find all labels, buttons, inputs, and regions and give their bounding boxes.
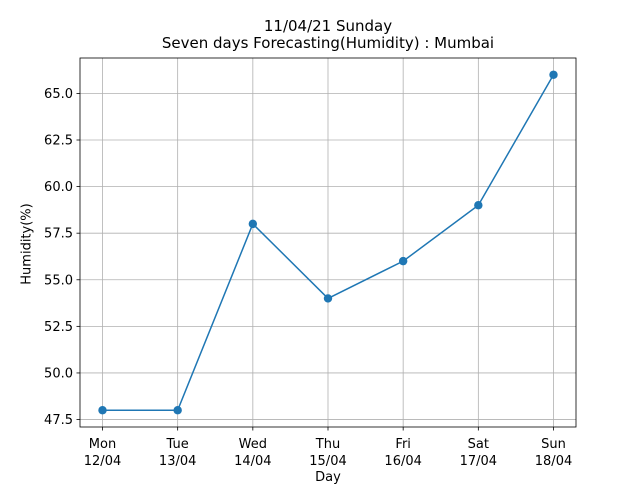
chart-title: 11/04/21 Sunday [263,17,393,35]
x-tick-label-date: 17/04 [460,454,497,469]
x-tick-label-day: Tue [166,437,189,452]
y-tick-label: 62.5 [44,134,73,149]
data-point [173,406,182,415]
x-tick-label-day: Mon [89,437,116,452]
data-point [98,406,107,415]
x-tick-label-day: Fri [395,437,411,452]
x-tick-label-day: Sat [468,437,489,452]
data-point [549,70,558,79]
y-tick-label: 47.5 [44,413,73,428]
x-tick-label-date: 12/04 [84,454,121,469]
x-tick-label-day: Thu [315,437,340,452]
plot-frame [79,57,577,428]
x-tick-label-day: Wed [239,437,267,452]
x-tick-label-date: 15/04 [309,454,346,469]
y-tick-label: 60.0 [44,180,73,195]
x-tick-label-date: 16/04 [384,454,421,469]
data-point [323,294,333,303]
y-tick-label: 65.0 [44,87,73,102]
data-point [398,256,408,266]
data-point [248,219,258,229]
y-tick-label: 52.5 [44,320,73,335]
x-tick-label-date: 13/04 [159,454,196,469]
y-tick-label: 50.0 [44,366,73,381]
y-tick-label: 55.0 [44,273,73,288]
data-point [474,201,483,210]
x-tick-label-date: 14/04 [234,454,271,469]
chart-subtitle: Seven days Forecasting(Humidity) : Mumba… [161,34,495,52]
x-tick-label-day: Sun [541,437,566,452]
y-tick-label: 57.5 [44,227,73,242]
x-tick-label-date: 18/04 [535,454,572,469]
